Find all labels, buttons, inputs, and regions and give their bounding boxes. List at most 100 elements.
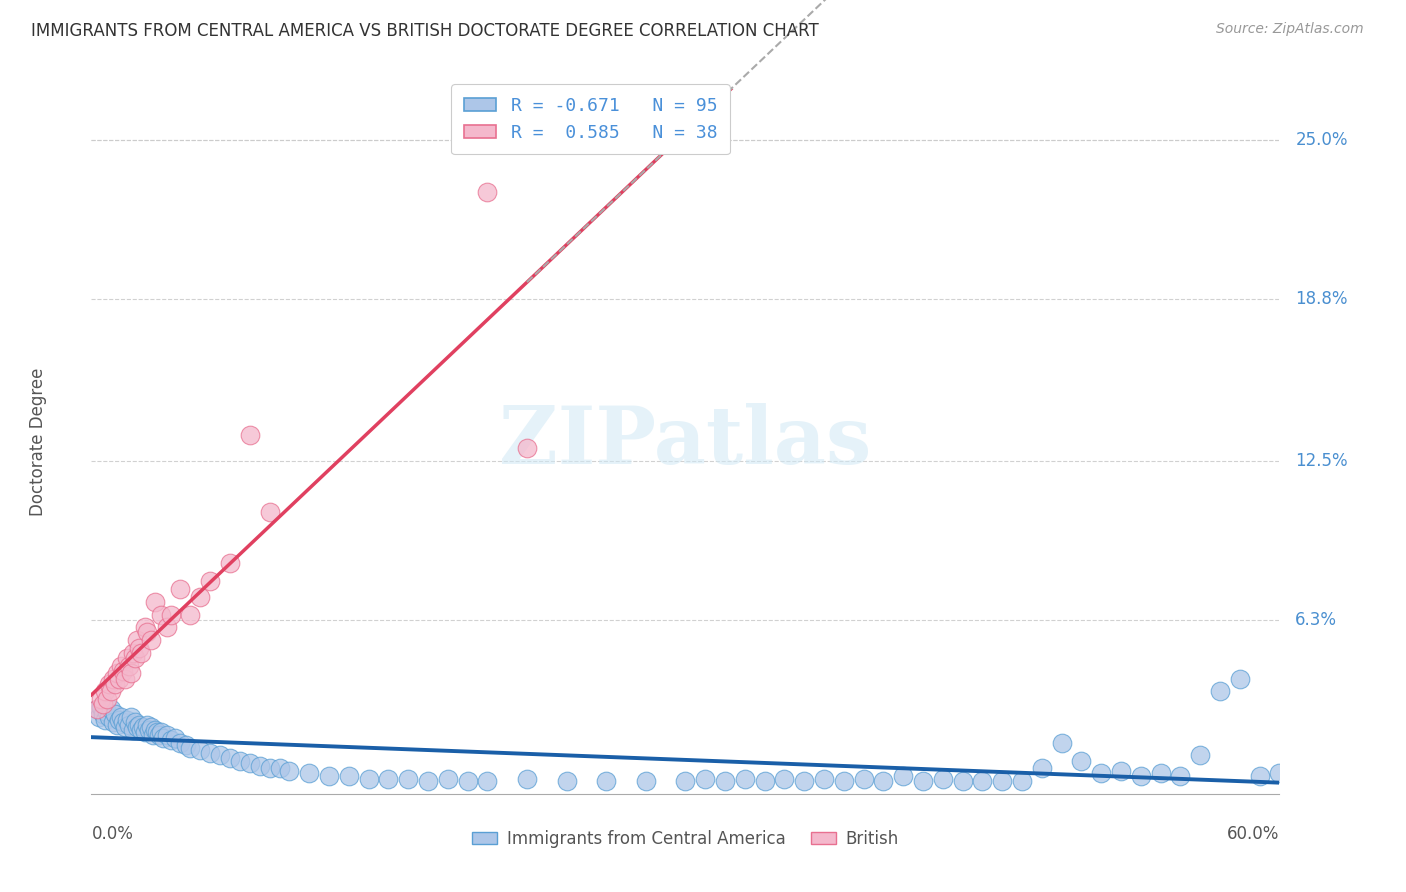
Point — [457, 774, 479, 789]
Point — [1268, 766, 1291, 780]
Point — [134, 725, 156, 739]
Point — [132, 720, 155, 734]
Text: IMMIGRANTS FROM CENTRAL AMERICA VS BRITISH DOCTORATE DEGREE CORRELATION CHART: IMMIGRANTS FROM CENTRAL AMERICA VS BRITI… — [31, 22, 818, 40]
Point — [396, 772, 419, 786]
Point — [120, 710, 142, 724]
Point — [1170, 769, 1192, 783]
Point — [122, 723, 145, 737]
Text: 6.3%: 6.3% — [1295, 611, 1337, 629]
Point — [416, 774, 439, 789]
Point — [991, 774, 1014, 789]
Point — [128, 717, 150, 731]
Point — [115, 713, 138, 727]
Point — [357, 772, 380, 786]
Point — [695, 772, 717, 786]
Point — [1011, 774, 1033, 789]
Point — [110, 710, 132, 724]
Point — [91, 697, 114, 711]
Point — [1129, 769, 1152, 783]
Point — [188, 743, 211, 757]
Point — [239, 756, 262, 771]
Point — [149, 725, 172, 739]
Point — [259, 505, 281, 519]
Legend: Immigrants from Central America, British: Immigrants from Central America, British — [464, 822, 907, 856]
Point — [516, 772, 538, 786]
Point — [86, 702, 108, 716]
Point — [219, 751, 242, 765]
Point — [229, 754, 252, 768]
Point — [114, 720, 136, 734]
Point — [115, 651, 138, 665]
Point — [239, 428, 262, 442]
Point — [114, 672, 136, 686]
Point — [139, 720, 162, 734]
Point — [754, 774, 776, 789]
Point — [773, 772, 796, 786]
Point — [198, 746, 221, 760]
Point — [98, 710, 121, 724]
Point — [891, 769, 914, 783]
Point — [1031, 761, 1053, 775]
Point — [122, 646, 145, 660]
Point — [318, 769, 340, 783]
Point — [595, 774, 617, 789]
Point — [101, 672, 124, 686]
Point — [1189, 748, 1212, 763]
Point — [108, 672, 131, 686]
Point — [134, 620, 156, 634]
Point — [911, 774, 934, 789]
Point — [1229, 672, 1251, 686]
Point — [169, 736, 191, 750]
Point — [734, 772, 756, 786]
Point — [259, 761, 281, 775]
Point — [555, 774, 578, 789]
Point — [278, 764, 301, 778]
Point — [1070, 754, 1092, 768]
Point — [159, 607, 181, 622]
Point — [105, 717, 128, 731]
Point — [120, 666, 142, 681]
Text: 12.5%: 12.5% — [1295, 451, 1348, 470]
Point — [1249, 769, 1271, 783]
Point — [108, 713, 131, 727]
Point — [298, 766, 321, 780]
Point — [91, 707, 114, 722]
Point — [105, 666, 128, 681]
Point — [152, 731, 174, 745]
Point — [832, 774, 855, 789]
Point — [104, 707, 127, 722]
Point — [118, 717, 141, 731]
Point — [101, 715, 124, 730]
Point — [179, 607, 201, 622]
Point — [249, 758, 271, 772]
Point — [112, 664, 135, 678]
Point — [477, 774, 499, 789]
Point — [124, 715, 146, 730]
Point — [100, 702, 122, 716]
Point — [138, 723, 160, 737]
Point — [143, 595, 166, 609]
Point — [129, 723, 152, 737]
Point — [110, 658, 132, 673]
Point — [135, 717, 157, 731]
Point — [142, 728, 165, 742]
Point — [872, 774, 894, 789]
Point — [96, 692, 118, 706]
Point — [813, 772, 835, 786]
Point — [972, 774, 994, 789]
Point — [952, 774, 974, 789]
Point — [1109, 764, 1132, 778]
Point — [125, 633, 148, 648]
Point — [852, 772, 875, 786]
Point — [673, 774, 696, 789]
Point — [377, 772, 399, 786]
Point — [125, 720, 148, 734]
Point — [104, 676, 127, 690]
Point — [714, 774, 737, 789]
Point — [477, 185, 499, 199]
Point — [129, 646, 152, 660]
Point — [143, 723, 166, 737]
Point — [793, 774, 815, 789]
Point — [86, 702, 108, 716]
Text: 60.0%: 60.0% — [1227, 824, 1279, 843]
